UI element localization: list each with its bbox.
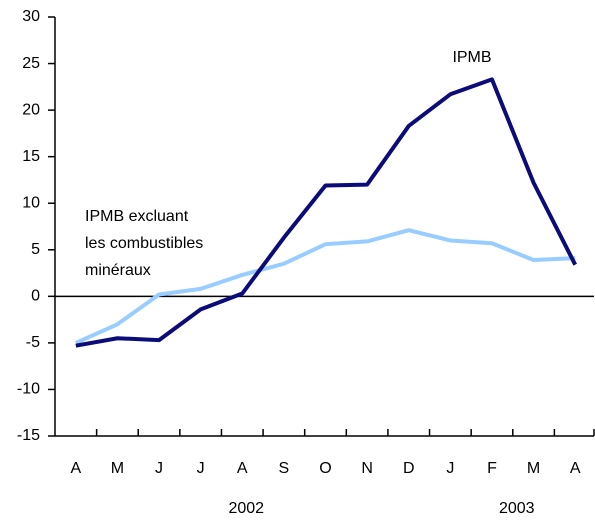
y-tick-label: -10 [17,381,40,398]
series-line [75,77,577,348]
y-tick-label: 5 [31,241,40,258]
x-tick-label: O [319,460,331,477]
x-tick-label: A [70,460,81,477]
x-tick-label: J [446,460,454,477]
y-tick-label: -5 [26,334,40,351]
y-tick-label: 15 [22,148,40,165]
series-label: IPMB [452,49,491,66]
x-tick-label: N [361,460,373,477]
x-tick-label: J [197,460,205,477]
y-tick-label: -15 [17,427,40,444]
y-tick-label: 30 [22,8,40,25]
y-tick-label: 0 [31,288,40,305]
x-tick-label: M [527,460,540,477]
series-label: les combustibles [85,235,203,252]
series-label: minéraux [85,262,151,279]
year-label: 2003 [499,500,535,517]
x-tick-label: D [403,460,415,477]
year-label: 2002 [228,500,264,517]
x-tick-label: S [279,460,290,477]
x-tick-label: F [487,460,497,477]
series-line [74,228,576,345]
x-tick-label: A [570,460,581,477]
y-tick-label: 20 [22,101,40,118]
x-tick-label: J [155,460,163,477]
y-tick-label: 10 [22,194,40,211]
x-tick-label: M [111,460,124,477]
series-label: IPMB excluant [85,208,189,225]
x-tick-label: A [237,460,248,477]
y-tick-label: 25 [22,55,40,72]
